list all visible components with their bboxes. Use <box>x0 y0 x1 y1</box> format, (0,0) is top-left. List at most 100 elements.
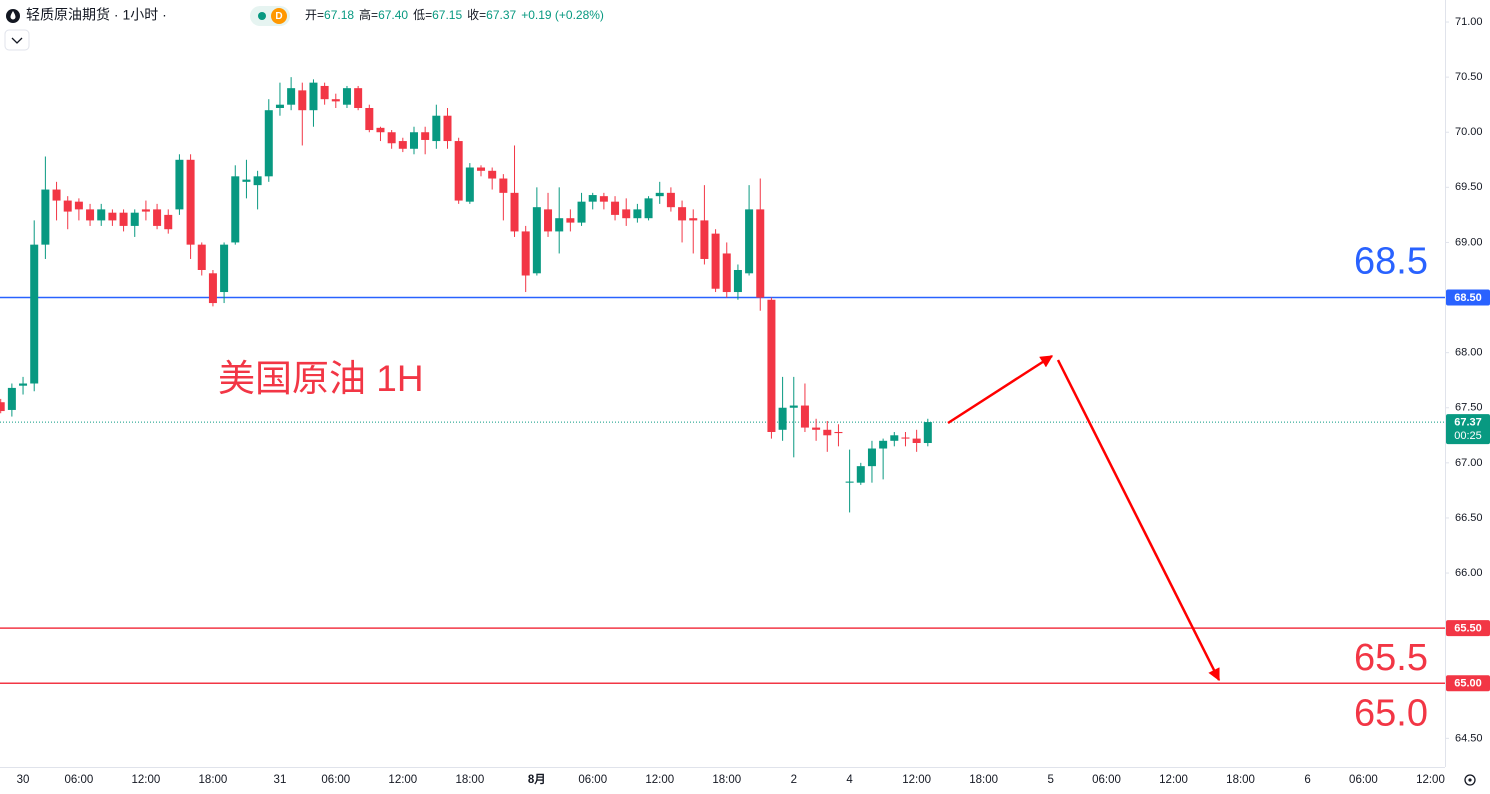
candle-body <box>264 110 273 177</box>
x-tick-label: 18:00 <box>199 774 228 786</box>
status-dot <box>258 12 266 20</box>
candle-body <box>119 212 128 226</box>
x-tick-label: 6 <box>1304 774 1310 786</box>
x-tick-label: 2 <box>791 774 797 786</box>
candle-body <box>689 218 698 221</box>
ohlc-change: +0.19 (+0.28%) <box>521 8 604 22</box>
y-tick-label: 67.00 <box>1455 457 1483 469</box>
price-tag-label: 65.00 <box>1454 678 1482 690</box>
x-tick-label: 12:00 <box>902 774 931 786</box>
candle-body <box>86 209 95 221</box>
candle-body <box>63 200 72 212</box>
x-tick-label: 12:00 <box>132 774 161 786</box>
candle-body <box>376 127 385 133</box>
candle-body <box>287 88 296 105</box>
candle-body <box>153 209 162 226</box>
candle-body <box>599 196 608 202</box>
x-tick-label: 30 <box>17 774 30 786</box>
x-tick-label: 12:00 <box>645 774 674 786</box>
price-tag-label: 67.37 <box>1454 416 1482 428</box>
candle-body <box>30 244 39 384</box>
candle-body <box>711 233 720 289</box>
candle-body <box>901 437 910 439</box>
x-tick-label: 12:00 <box>1159 774 1188 786</box>
candle-body <box>856 466 865 483</box>
ohlc-label: 高= <box>359 7 378 22</box>
y-tick-label: 69.00 <box>1455 236 1483 248</box>
symbol-title: 轻质原油期货 · 1小时 · <box>26 7 167 23</box>
price-tag <box>1446 675 1490 692</box>
price-tag <box>1446 414 1490 445</box>
ohlc-text: 开=67.18 高=67.40 低=67.15 收=67.37 +0.19 (+0.28… <box>305 7 604 22</box>
candle-body <box>7 387 16 410</box>
level-annotation: 65.5 <box>1354 637 1428 679</box>
candle-body <box>309 82 318 111</box>
plot <box>0 296 1445 684</box>
candle-body <box>97 209 106 221</box>
x-tick-label: 18:00 <box>1226 774 1255 786</box>
x-tick-label: 18:00 <box>969 774 998 786</box>
x-tick-label: 4 <box>846 774 853 786</box>
candle-body <box>912 438 921 444</box>
ohlc-value: 67.15 <box>432 8 462 22</box>
candle-body <box>52 189 61 201</box>
x-tick-label: 12:00 <box>1416 774 1445 786</box>
candle-body <box>588 195 597 202</box>
x-tick-label: 8月 <box>528 773 546 786</box>
x-tick-label: 06:00 <box>1092 774 1121 786</box>
candle-body <box>800 405 809 428</box>
price-tag <box>1446 289 1490 306</box>
level-annotation: 65.0 <box>1354 692 1428 734</box>
candle-body <box>532 207 541 274</box>
y-tick-label: 66.00 <box>1455 567 1483 579</box>
candle-body <box>700 220 709 259</box>
candle-body <box>41 189 50 245</box>
ohlc-label: 低= <box>413 8 432 22</box>
candle-body <box>666 192 675 208</box>
candle-body <box>130 212 139 226</box>
candle-body <box>812 427 821 430</box>
candle-body <box>823 429 832 436</box>
x-tick-label: 31 <box>274 774 287 786</box>
settings-button[interactable] <box>1464 774 1476 786</box>
candle-body <box>510 192 519 232</box>
candle-body <box>767 299 776 432</box>
annotation: 美国原油 1H <box>218 358 424 399</box>
ohlc-value: 67.37 <box>486 8 516 22</box>
candle-body <box>521 231 530 276</box>
candle-body <box>197 244 206 270</box>
x-tick-label: 12:00 <box>388 774 417 786</box>
candle-body <box>220 244 229 293</box>
candle-body <box>733 269 742 293</box>
ohlc-value: 67.40 <box>378 8 408 22</box>
candle-body <box>566 218 575 223</box>
candle-body <box>253 176 262 186</box>
price-tag-label: 65.50 <box>1454 623 1482 635</box>
collapse-button[interactable] <box>4 29 30 51</box>
badge-text: D <box>275 11 282 22</box>
candle-body <box>186 159 195 245</box>
candle-body <box>242 179 251 182</box>
price-tag-label: 68.50 <box>1454 292 1482 304</box>
candle-body <box>331 99 340 102</box>
candle-body <box>365 107 374 131</box>
candle-body <box>678 207 687 221</box>
settings-icon <box>1468 778 1472 782</box>
y-tick-label: 67.50 <box>1455 402 1483 414</box>
candle-body <box>544 209 553 232</box>
candle-body <box>465 167 474 202</box>
badge <box>271 8 287 24</box>
candle-body <box>611 201 620 215</box>
candle-body <box>555 218 564 232</box>
x-tick-label: 06:00 <box>1349 774 1378 786</box>
x-tick-label: 06:00 <box>64 774 93 786</box>
candle-body <box>443 115 452 142</box>
x-tick-label: 06:00 <box>321 774 350 786</box>
candle-body <box>622 209 631 219</box>
candle-body <box>74 201 83 210</box>
candle-body <box>398 141 407 149</box>
candle-body <box>499 178 508 193</box>
y-tick-label: 66.50 <box>1455 512 1483 524</box>
